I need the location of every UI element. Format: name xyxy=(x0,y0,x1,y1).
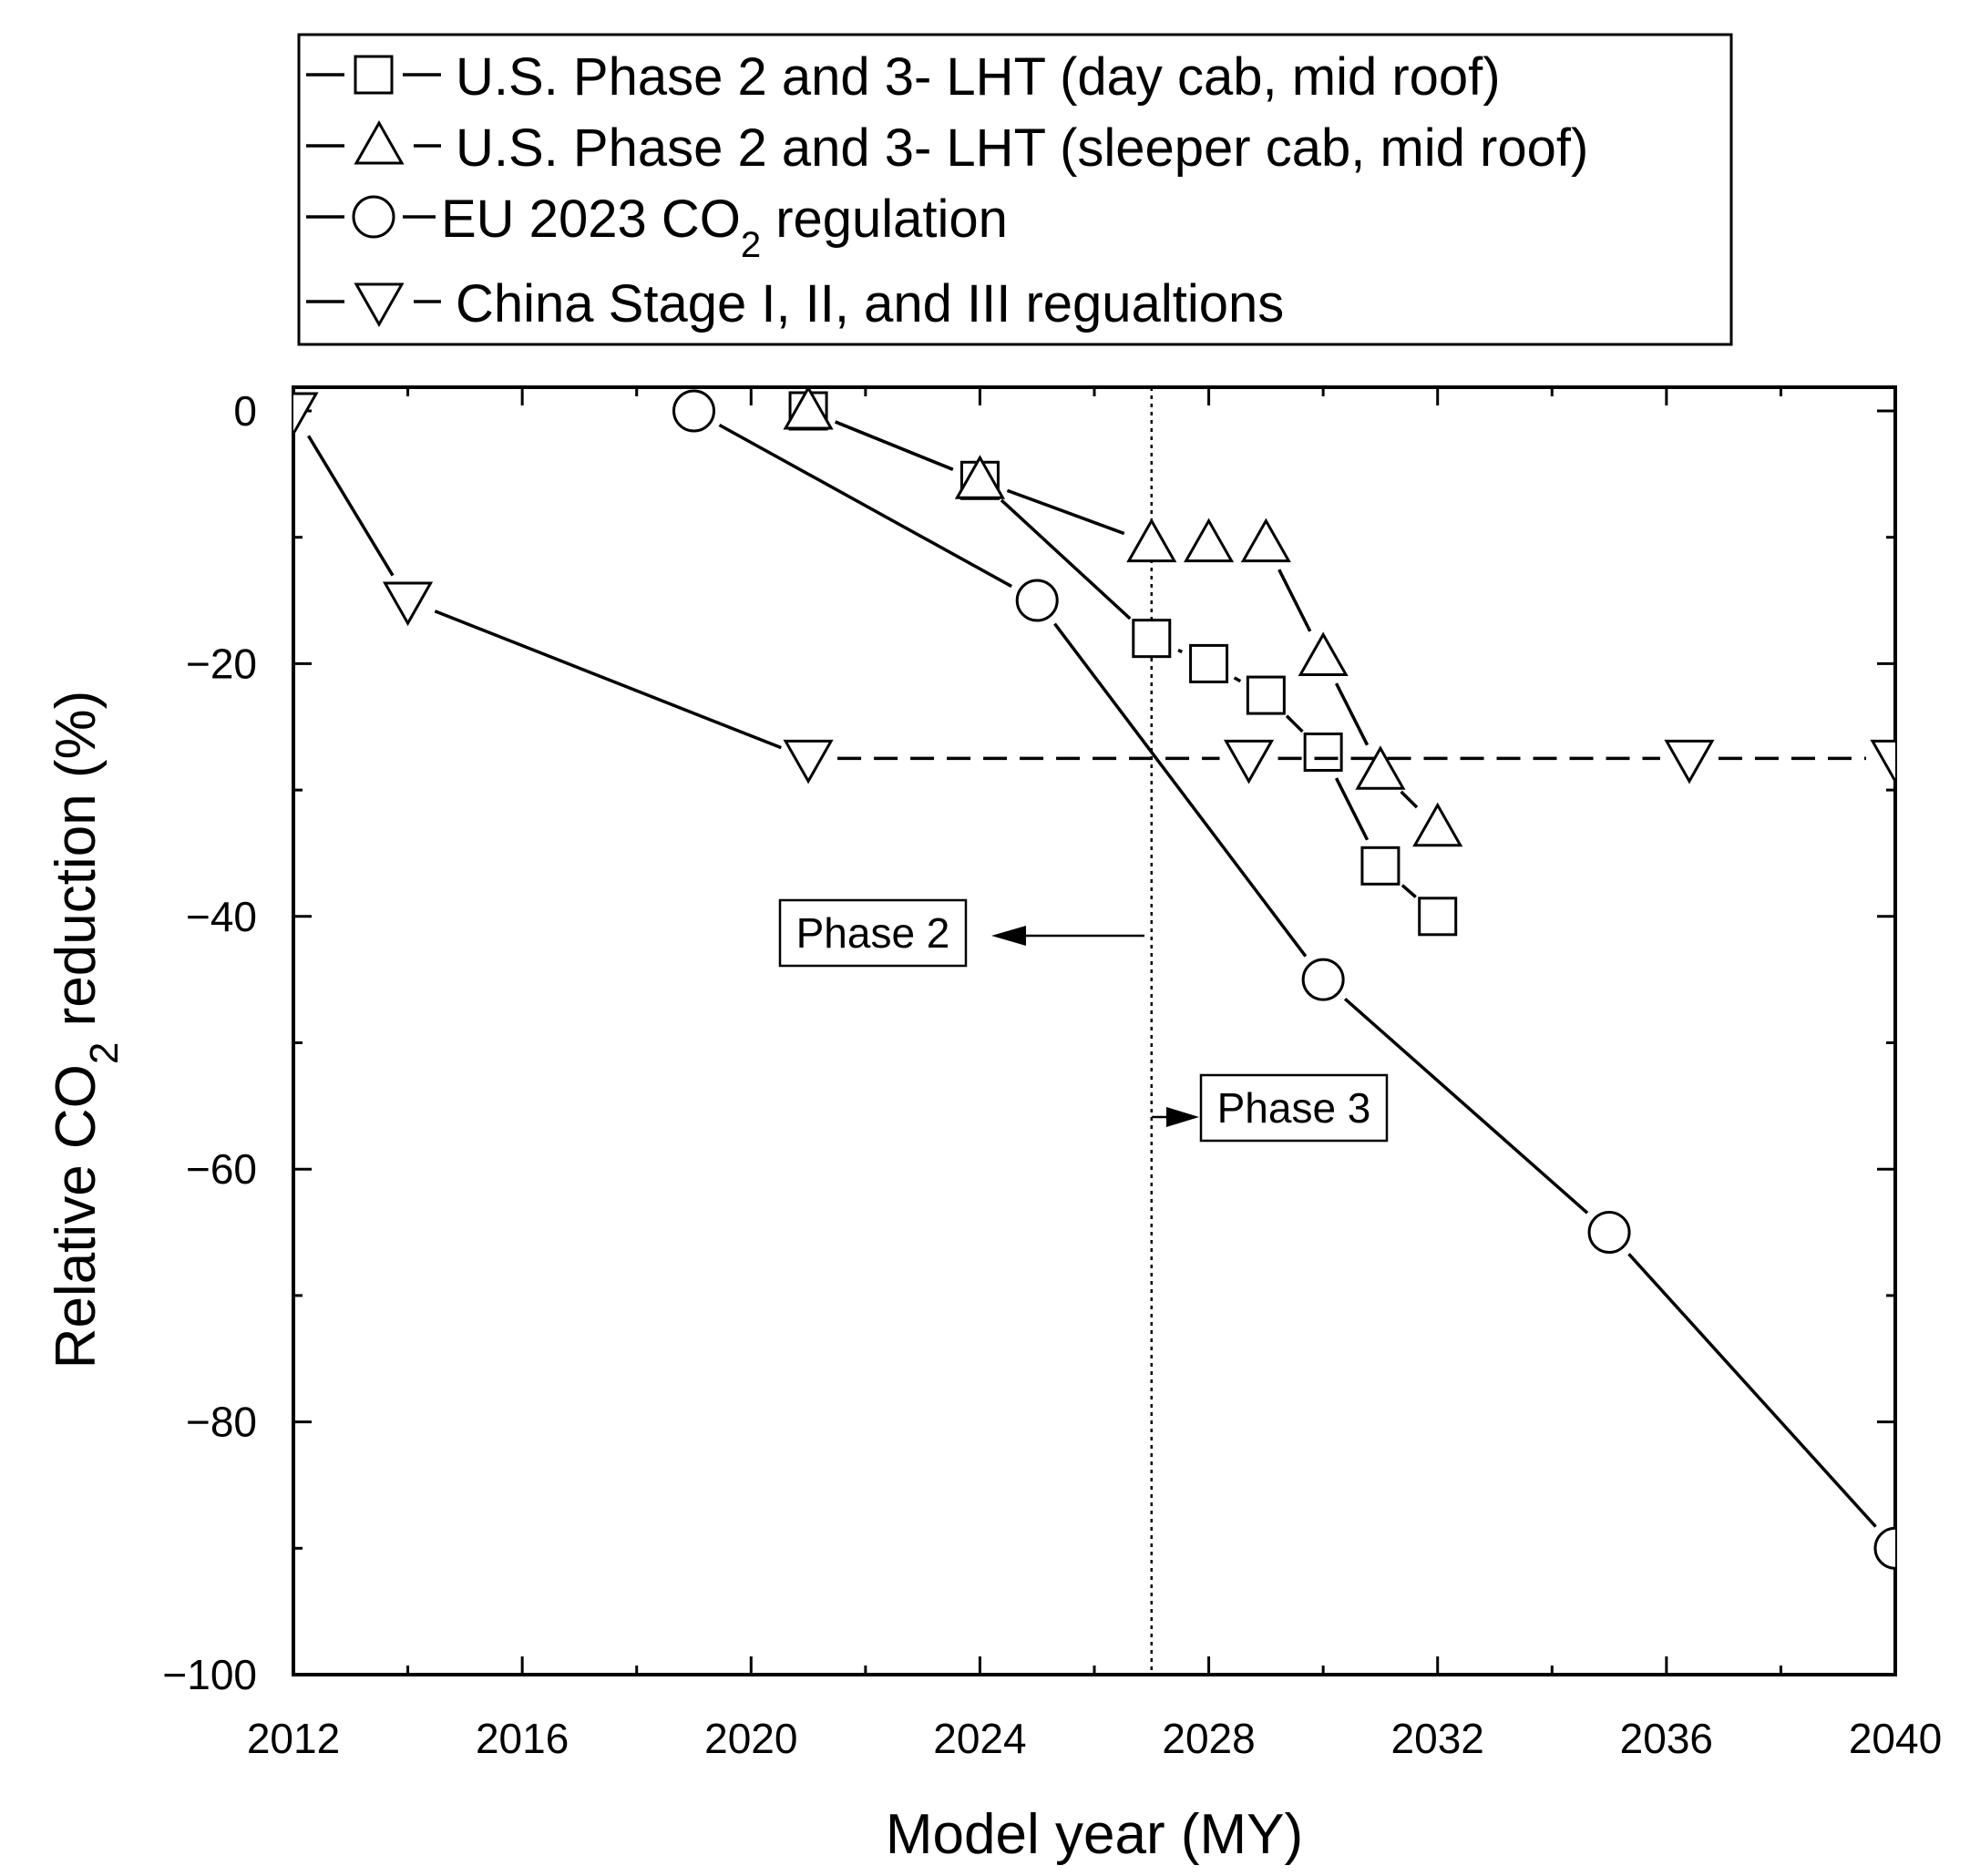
series-us-sleeper-cab xyxy=(783,387,1463,847)
point-eu-3 xyxy=(1587,1211,1631,1255)
x-tick-label-2012: 2012 xyxy=(247,1715,340,1762)
x-tick-label-2028: 2028 xyxy=(1162,1715,1255,1762)
y-tick-label--80: −80 xyxy=(186,1399,257,1446)
point-us-sleeper-cab-3 xyxy=(1183,518,1235,563)
point-eu-4 xyxy=(1873,1526,1895,1570)
phase3-label: Phase 3 xyxy=(1217,1084,1371,1132)
point-us-day-cab-6 xyxy=(1360,846,1401,886)
point-china-ext-1 xyxy=(1664,739,1715,784)
series-us-day-cab-segment-5 xyxy=(1334,777,1370,841)
series-eu-segment-2 xyxy=(1343,998,1589,1215)
x-tick-label-2036: 2036 xyxy=(1620,1715,1713,1762)
point-eu-0 xyxy=(672,389,715,433)
y-tick-label-0: 0 xyxy=(233,387,257,435)
legend-box xyxy=(297,33,1733,346)
point-us-sleeper-cab-6 xyxy=(1355,745,1406,790)
series-us-sleeper-cab-segment-4 xyxy=(1277,569,1312,632)
y-axis-title: Relative CO2 reduction (%) xyxy=(45,691,127,1369)
point-china-ext-2 xyxy=(1870,739,1895,784)
x-axis-title: Model year (MY) xyxy=(886,1803,1303,1866)
annotations: Phase 2 Phase 3 xyxy=(778,898,1389,1143)
series-eu-segment-1 xyxy=(1053,622,1308,958)
series-eu-segment-0 xyxy=(718,423,1013,589)
y-tick-label--100: −100 xyxy=(162,1651,257,1698)
x-tick-label-2024: 2024 xyxy=(933,1715,1026,1762)
phase2-label-box xyxy=(778,898,968,968)
legend-label-eu: EU 2023 CO2 regulation xyxy=(441,190,1008,265)
point-us-sleeper-cab-7 xyxy=(1412,802,1463,847)
point-us-day-cab-2 xyxy=(1132,619,1172,659)
series-china-segment-0 xyxy=(307,435,395,577)
phase2-label: Phase 2 xyxy=(796,909,950,957)
y-tick-label--40: −40 xyxy=(186,893,257,940)
point-china-0 xyxy=(293,392,319,437)
point-us-day-cab-5 xyxy=(1303,732,1343,772)
plot-frame xyxy=(292,385,1897,1676)
series-us-sleeper-cab-segment-1 xyxy=(1006,488,1125,536)
x-tick-label-2032: 2032 xyxy=(1391,1715,1484,1762)
x-tick-label-2040: 2040 xyxy=(1849,1715,1942,1762)
point-china-ext-0 xyxy=(1223,739,1275,784)
series-us-day-cab-segment-1 xyxy=(1000,498,1132,620)
legend-marker-china xyxy=(354,282,405,328)
y-tick-label--60: −60 xyxy=(186,1145,257,1193)
point-us-day-cab-3 xyxy=(1189,643,1229,683)
point-china-1 xyxy=(382,581,434,627)
legend-label-us-day-cab: U.S. Phase 2 and 3- LHT (day cab, mid ro… xyxy=(456,47,1501,107)
x-tick-label-2016: 2016 xyxy=(476,1715,569,1762)
point-us-sleeper-cab-4 xyxy=(1240,518,1291,563)
point-us-day-cab-7 xyxy=(1418,897,1458,937)
x-tick-label-2020: 2020 xyxy=(704,1715,797,1762)
point-us-sleeper-cab-2 xyxy=(1126,518,1177,563)
series-us-sleeper-cab-segment-5 xyxy=(1334,682,1370,746)
series-us-sleeper-cab-segment-6 xyxy=(1400,790,1419,809)
phase2-arrow-head xyxy=(991,926,1026,946)
axis-tick-labels: 2012 2016 2020 2024 2028 2032 2036 2040 0 −20 −40 −… xyxy=(162,387,1942,1762)
series-us-day-cab xyxy=(788,391,1458,937)
legend-marker-us-day-cab xyxy=(354,55,394,95)
y-tick-label--20: −20 xyxy=(186,640,257,687)
series-us-day-cab-segment-4 xyxy=(1285,714,1304,733)
series-us-day-cab-segment-6 xyxy=(1401,884,1417,898)
point-us-sleeper-cab-1 xyxy=(954,455,1006,499)
series-china xyxy=(293,392,1895,784)
axis-ticks xyxy=(292,387,1897,1676)
series-us-sleeper-cab-segment-0 xyxy=(835,420,954,471)
series-eu xyxy=(672,389,1895,1570)
legend-marker-us-sleeper-cab xyxy=(354,119,405,165)
point-us-sleeper-cab-0 xyxy=(783,387,834,430)
point-us-day-cab-4 xyxy=(1246,675,1286,715)
series-us-day-cab-segment-2 xyxy=(1177,648,1184,654)
legend: U.S. Phase 2 and 3- LHT (day cab, mid ro… xyxy=(297,33,1733,346)
point-eu-1 xyxy=(1015,579,1059,622)
series-us-day-cab-segment-3 xyxy=(1233,676,1242,683)
legend-label-us-sleeper-cab: U.S. Phase 2 and 3- LHT (sleeper cab, mi… xyxy=(456,118,1588,178)
point-us-sleeper-cab-5 xyxy=(1298,631,1349,676)
series-eu-segment-3 xyxy=(1627,1253,1877,1528)
phase3-label-box xyxy=(1199,1073,1389,1143)
legend-marker-eu xyxy=(352,195,395,239)
phase3-arrow-head xyxy=(1166,1107,1199,1127)
point-eu-2 xyxy=(1301,958,1345,1001)
legend-label-china: China Stage I, II, and III regualtions xyxy=(456,274,1284,333)
series-china-segment-1 xyxy=(434,610,782,750)
point-china-2 xyxy=(783,739,834,784)
